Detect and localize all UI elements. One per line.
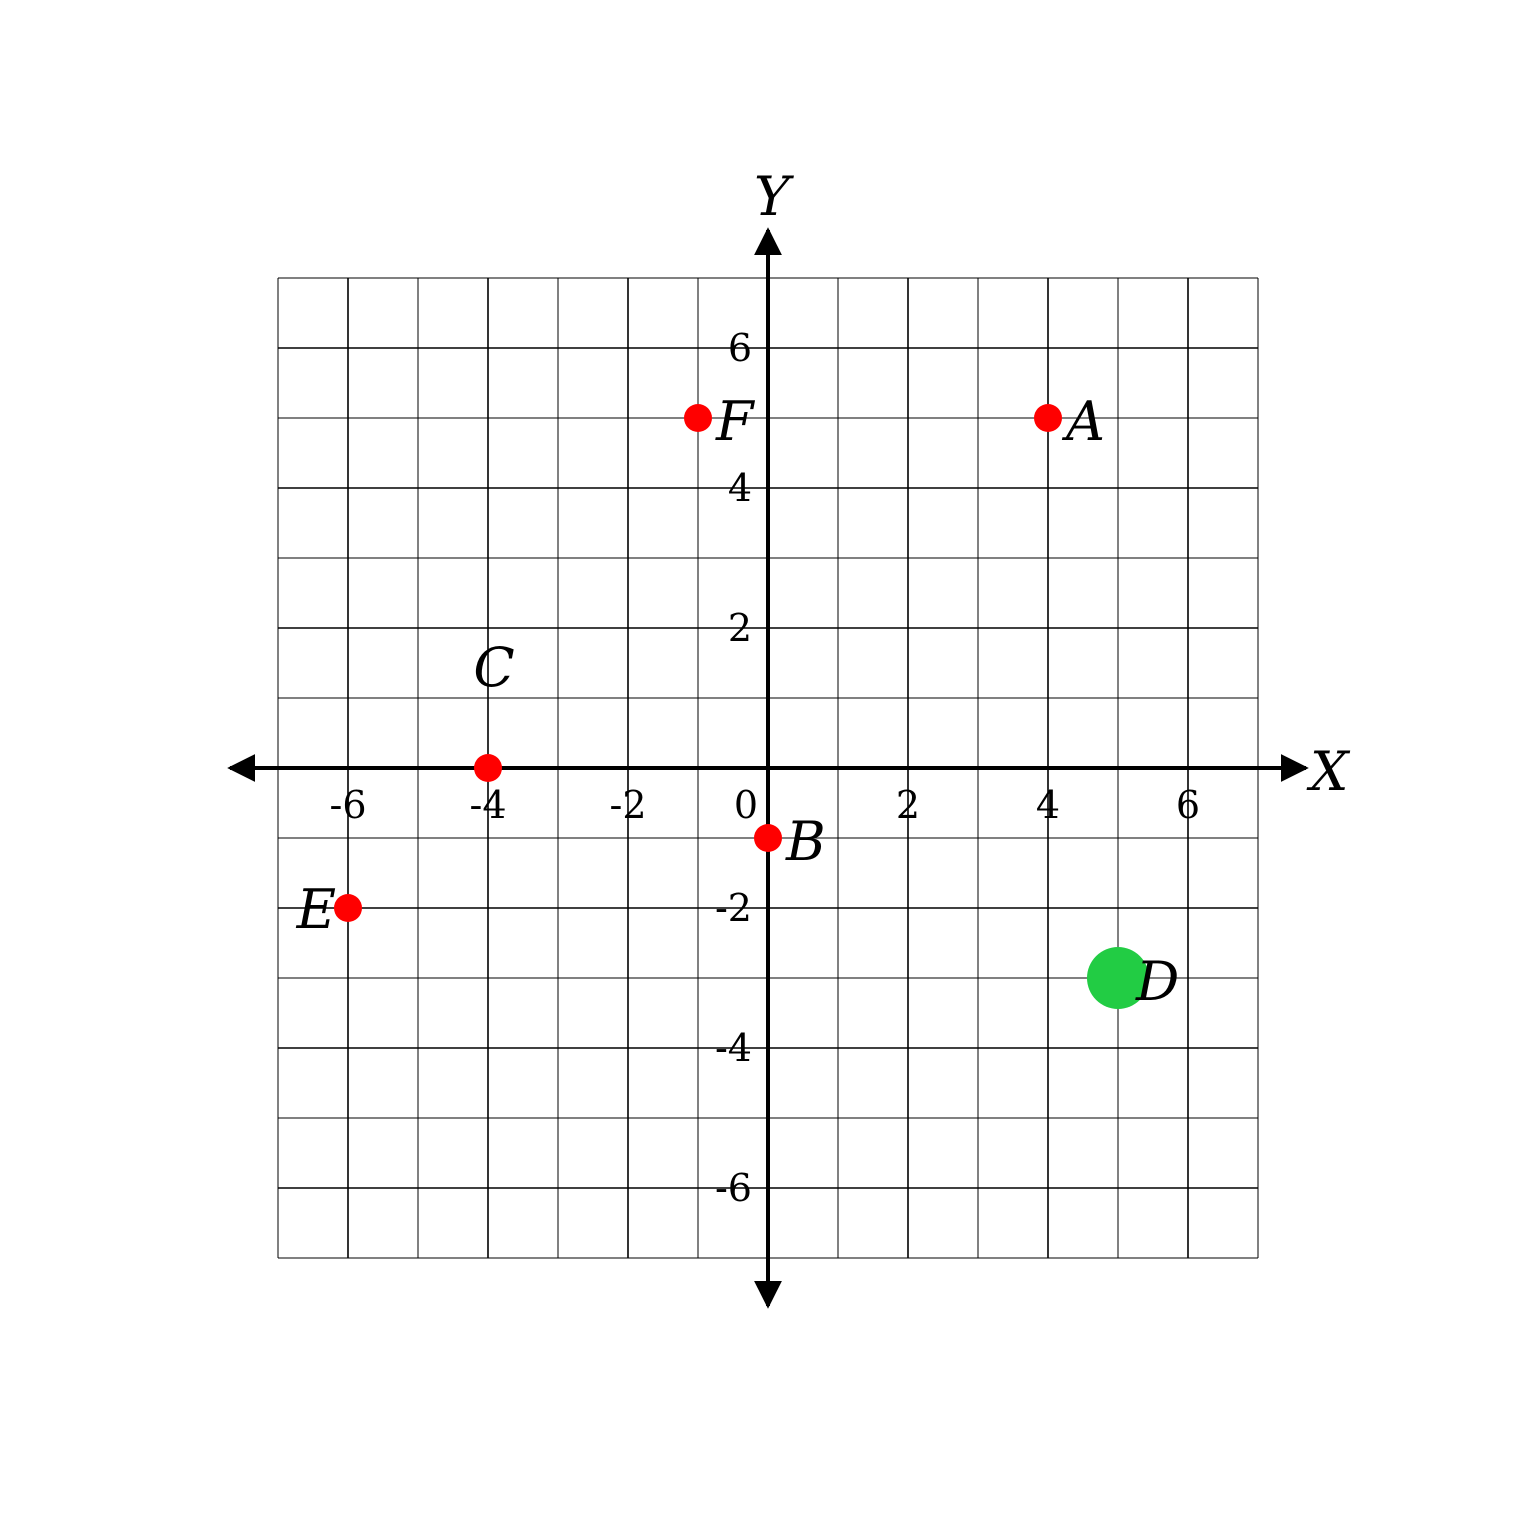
point-d xyxy=(1087,947,1149,1009)
x-axis-label: X xyxy=(1306,740,1351,803)
x-tick-label: -4 xyxy=(469,783,506,827)
tick-labels: -6 -4 -2 0 2 4 6 -6 -4 -2 2 4 6 xyxy=(329,326,1200,1210)
y-tick-label: -4 xyxy=(715,1026,752,1070)
x-tick-label: 0 xyxy=(734,783,758,827)
point-b xyxy=(754,824,782,852)
x-tick-label: 6 xyxy=(1176,783,1200,827)
y-tick-label: 4 xyxy=(728,466,752,510)
point-a xyxy=(1034,404,1062,432)
x-tick-label: -2 xyxy=(609,783,646,827)
y-tick-label: -2 xyxy=(715,886,752,930)
point-label-f: F xyxy=(715,390,756,453)
y-tick-label: -6 xyxy=(715,1166,752,1210)
x-tick-label: 4 xyxy=(1036,783,1060,827)
point-label-a: A xyxy=(1061,390,1105,453)
x-tick-label: -6 xyxy=(329,783,366,827)
y-tick-label: 2 xyxy=(728,606,752,650)
point-label-b: B xyxy=(785,810,826,873)
y-axis-label: Y xyxy=(754,165,794,228)
point-label-e: E xyxy=(296,878,336,941)
y-tick-label: 6 xyxy=(728,326,752,370)
points: A B C D E F xyxy=(296,390,1180,1013)
point-c xyxy=(474,754,502,782)
axes xyxy=(227,227,1309,1309)
point-label-d: D xyxy=(1135,950,1179,1013)
x-tick-label: 2 xyxy=(896,783,920,827)
point-label-c: C xyxy=(473,636,514,699)
point-f xyxy=(684,404,712,432)
point-e xyxy=(334,894,362,922)
